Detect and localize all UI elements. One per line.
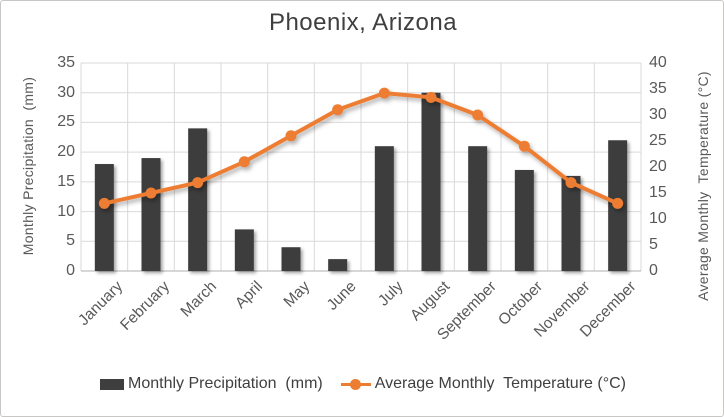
chart-title: Phoenix, Arizona bbox=[268, 9, 458, 36]
bar-swatch-icon bbox=[100, 378, 125, 390]
temp-point-november bbox=[565, 177, 577, 189]
y-right-tick-20: 20 bbox=[649, 158, 667, 175]
y-right-tick-40: 40 bbox=[649, 54, 667, 71]
legend-item-temperature: Average Monthly Temperature (°C) bbox=[340, 375, 626, 393]
bar-july bbox=[374, 146, 394, 271]
temp-point-october bbox=[518, 140, 530, 152]
y-right-tick-25: 25 bbox=[649, 132, 667, 149]
temp-point-december bbox=[612, 197, 624, 209]
temp-point-may bbox=[285, 130, 297, 142]
y-left-tick-20: 20 bbox=[57, 143, 75, 161]
y-axis-right-title: Average Monthly Temperature (°C) bbox=[695, 71, 711, 301]
y-left-tick-10: 10 bbox=[57, 202, 75, 220]
temperature-line bbox=[98, 87, 624, 209]
temp-point-july bbox=[378, 87, 390, 99]
legend-item-precipitation: Monthly Precipitation (mm) bbox=[100, 375, 323, 393]
y-left-tick-5: 5 bbox=[66, 232, 75, 250]
temp-point-june bbox=[332, 104, 344, 116]
bar-november bbox=[561, 175, 581, 271]
bar-october bbox=[514, 169, 534, 271]
y-right-tick-30: 30 bbox=[649, 106, 667, 123]
y-right-tick-0: 0 bbox=[649, 262, 658, 279]
temp-point-february bbox=[145, 187, 157, 199]
bar-may bbox=[281, 247, 301, 271]
temp-point-september bbox=[472, 109, 484, 121]
y-right-tick-5: 5 bbox=[649, 236, 658, 253]
bar-june bbox=[328, 259, 348, 271]
y-left-tick-0: 0 bbox=[66, 262, 75, 279]
temp-point-january bbox=[98, 197, 110, 209]
y-left-tick-35: 35 bbox=[57, 54, 75, 71]
line-marker-swatch-icon bbox=[340, 378, 371, 390]
bar-september bbox=[468, 146, 488, 271]
legend: Monthly Precipitation (mm) Average Month… bbox=[1, 375, 723, 393]
y-right-tick-35: 35 bbox=[649, 80, 667, 97]
legend-label-precipitation: Monthly Precipitation (mm) bbox=[128, 375, 323, 392]
y-left-tick-15: 15 bbox=[57, 172, 75, 190]
temp-point-august bbox=[425, 91, 437, 103]
y-left-tick-25: 25 bbox=[57, 113, 75, 131]
temp-point-march bbox=[192, 177, 204, 189]
temperature-polyline bbox=[102, 91, 620, 206]
temp-point-april bbox=[238, 156, 250, 168]
y-right-tick-10: 10 bbox=[649, 210, 667, 227]
y-left-tick-30: 30 bbox=[57, 83, 75, 101]
bar-january bbox=[94, 164, 114, 271]
bar-august bbox=[421, 92, 441, 271]
bar-february bbox=[141, 158, 161, 271]
bar-april bbox=[234, 229, 254, 271]
bar-march bbox=[188, 128, 208, 271]
legend-label-temperature: Average Monthly Temperature (°C) bbox=[374, 375, 626, 392]
y-axis-left-title: Monthly Precipitation (mm) bbox=[20, 76, 36, 256]
y-right-tick-15: 15 bbox=[649, 184, 667, 201]
